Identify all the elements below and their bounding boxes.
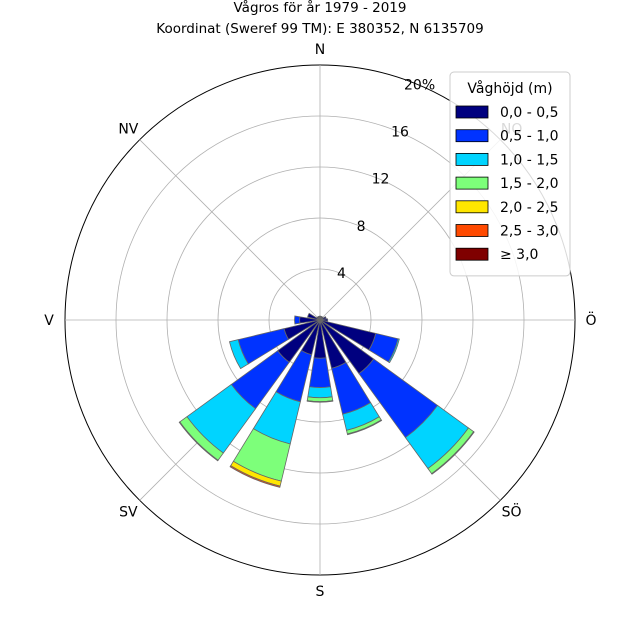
radial-tick-label: 4 — [337, 266, 346, 282]
legend: Våghöjd (m) 0,0 - 0,5 0,5 - 1,0 1,0 - 1,5 1,… — [449, 71, 571, 277]
rose-bar-segment — [229, 465, 281, 488]
radial-tick-label: 20% — [404, 77, 435, 93]
legend-swatch — [455, 247, 489, 261]
legend-label: 0,5 - 1,0 — [500, 129, 558, 145]
legend-swatch — [455, 152, 489, 166]
direction-label: SV — [119, 505, 138, 521]
legend-swatch — [455, 105, 489, 119]
direction-label: N — [315, 42, 325, 58]
direction-label: NV — [118, 121, 138, 137]
rose-bars — [178, 312, 475, 488]
chart-subtitle: Koordinat (Sweref 99 TM): E 380352, N 61… — [156, 21, 483, 37]
legend-box — [449, 71, 571, 277]
radial-tick-labels: 4 8 12 16 20% — [337, 77, 435, 281]
rose-bar-segment — [319, 316, 327, 321]
rose-bar-segment — [319, 318, 329, 322]
direction-label: S — [316, 584, 325, 600]
legend-label: ≥ 3,0 — [500, 247, 538, 263]
legend-label: 2,0 - 2,5 — [500, 200, 558, 216]
rose-bar-segment — [317, 315, 321, 321]
rose-bar-segment — [229, 339, 249, 370]
legend-label: 0,0 - 0,5 — [500, 105, 558, 121]
legend-swatch — [455, 200, 489, 214]
direction-label: Ö — [585, 311, 596, 329]
grid-spoke — [139, 139, 321, 321]
rose-bar-segment — [431, 431, 475, 475]
rose-bar-segment — [307, 312, 321, 321]
rose-bar-segment — [294, 315, 301, 325]
legend-swatch — [455, 176, 489, 190]
chart-title: Vågros för år 1979 - 2019 — [233, 0, 406, 16]
legend-label: 1,5 - 2,0 — [500, 176, 558, 192]
legend-swatch — [455, 129, 489, 143]
legend-label: 1,0 - 1,5 — [500, 152, 558, 168]
radial-tick-label: 16 — [391, 125, 409, 141]
rose-bar-segment — [306, 400, 334, 403]
legend-swatch — [455, 224, 489, 237]
rose-bar-segment — [178, 421, 219, 462]
radial-tick-label: 12 — [372, 172, 390, 188]
radial-tick-label: 8 — [357, 219, 366, 235]
direction-label: V — [44, 313, 54, 329]
legend-label: 2,5 - 3,0 — [500, 224, 558, 240]
rose-bar-segment — [346, 419, 383, 436]
direction-label: SÖ — [502, 503, 522, 521]
legend-title: Våghöjd (m) — [467, 80, 552, 97]
rose-bar-segment — [387, 338, 400, 364]
rose-bar-segment — [307, 386, 333, 399]
